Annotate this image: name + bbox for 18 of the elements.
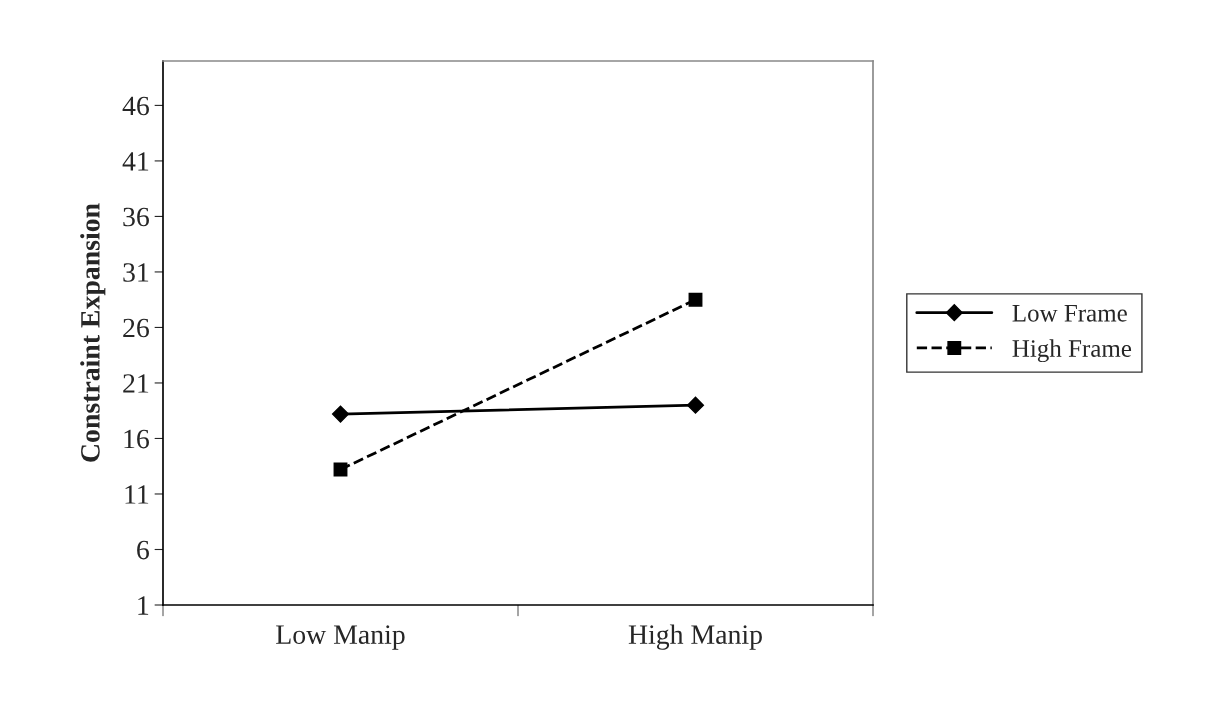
x-tick-label: Low Manip bbox=[276, 625, 405, 650]
y-tick-label: 26 bbox=[123, 318, 149, 338]
point bbox=[331, 405, 350, 423]
y-tick-label: 6 bbox=[137, 540, 149, 560]
y-tick-label: 11 bbox=[125, 485, 149, 504]
x-tick-label: High Manip bbox=[628, 624, 762, 650]
y-tick-label: 16 bbox=[124, 429, 149, 449]
legend-label: Low Frame bbox=[1012, 305, 1127, 322]
y-axis-title: Constraint Expansion bbox=[80, 203, 106, 462]
point bbox=[686, 396, 705, 414]
y-tick-label: 46 bbox=[122, 96, 149, 116]
y-tick-label: 21 bbox=[123, 374, 149, 393]
y-tick-label: 36 bbox=[123, 207, 149, 227]
y-tick-label: 31 bbox=[123, 263, 149, 282]
y-tick-label: 41 bbox=[122, 152, 149, 171]
point bbox=[688, 292, 703, 307]
y-tick-label: 1 bbox=[138, 596, 149, 615]
legend-label: High Frame bbox=[1012, 339, 1132, 363]
